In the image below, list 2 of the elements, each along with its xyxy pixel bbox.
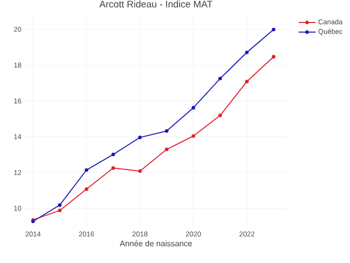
x-axis-title: Année de naissance [120,240,192,246]
chart-title: Arcott Rideau - Indice MAT [99,0,212,8]
